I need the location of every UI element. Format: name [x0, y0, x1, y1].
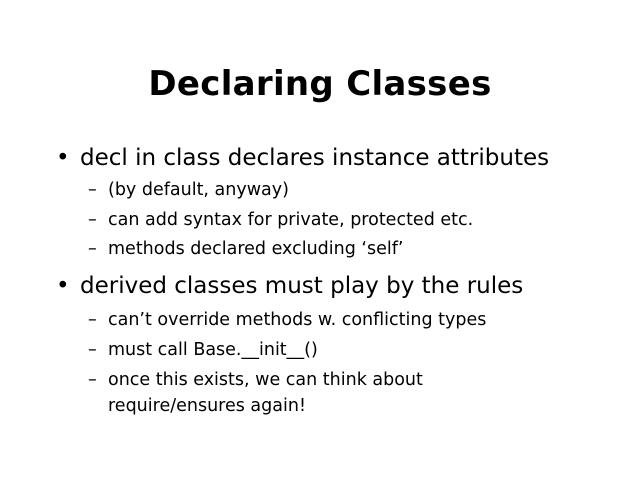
sub-bullet-marker: – [88, 310, 97, 330]
bullet-text: derived classes must play by the rules [80, 273, 524, 299]
sub-bullet-marker: – [88, 210, 97, 230]
sub-bullet-text: can add syntax for private, protected et… [108, 210, 474, 230]
bullet-text: decl in class declares instance attribut… [80, 145, 550, 171]
sub-bullet-item: – methods declared excluding ‘self’ [88, 236, 403, 262]
sub-bullet-marker: – [88, 180, 97, 200]
sub-bullet-text: once this exists, we can think about req… [108, 370, 423, 416]
sub-bullet-marker: – [88, 340, 97, 360]
sub-bullet-text: must call Base.__init__() [108, 340, 318, 360]
sub-bullet-item: – must call Base.__init__() [88, 337, 318, 363]
sub-bullet-item: – can’t override methods w. conflicting t… [88, 307, 486, 333]
bullet-item: • derived classes must play by the rules [56, 271, 523, 301]
bullet-marker: • [56, 273, 70, 299]
sub-bullet-text: can’t override methods w. conflicting ty… [108, 310, 487, 330]
sub-bullet-text: (by default, anyway) [108, 180, 289, 200]
bullet-item: • decl in class declares instance attribu… [56, 143, 549, 173]
sub-bullet-item: – (by default, anyway) [88, 177, 289, 203]
sub-bullet-item: – once this exists, we can think about re… [88, 367, 538, 419]
slide-title: Declaring Classes [148, 64, 492, 104]
sub-bullet-marker: – [88, 370, 97, 390]
sub-bullet-item: – can add syntax for private, protected e… [88, 207, 473, 233]
bullet-marker: • [56, 145, 70, 171]
sub-bullet-text: methods declared excluding ‘self’ [108, 239, 404, 259]
sub-bullet-marker: – [88, 239, 97, 259]
